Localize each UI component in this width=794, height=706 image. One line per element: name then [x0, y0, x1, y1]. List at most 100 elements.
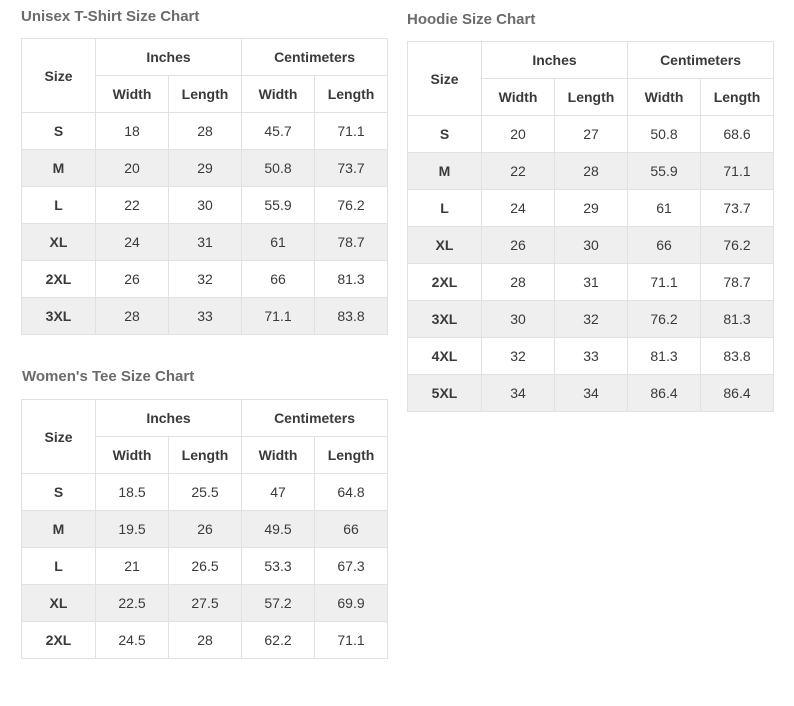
cm-width-cell: 61 [241, 223, 316, 261]
inches-length-cell: 31 [553, 263, 629, 301]
size-cell: 3XL [21, 297, 96, 335]
size-cell: 4XL [407, 337, 482, 375]
size-cell: L [21, 547, 96, 585]
inches-width-cell: 26 [95, 260, 169, 298]
cm-length-header: Length [314, 436, 389, 474]
inches-width-header: Width [95, 75, 169, 113]
inches-length-header: Length [553, 78, 629, 116]
hoodie-size-table: Size Inches Centimeters Width Length Wid… [407, 41, 775, 412]
cm-length-cell: 68.6 [700, 115, 775, 153]
centimeters-group-header: Centimeters [241, 38, 389, 76]
cm-width-cell: 76.2 [627, 300, 702, 338]
cm-length-header: Length [314, 75, 389, 113]
inches-width-cell: 24 [95, 223, 169, 261]
table-row: L 22 30 55.9 76.2 [21, 186, 389, 224]
size-column-header: Size [21, 399, 96, 474]
cm-length-cell: 66 [314, 510, 389, 548]
inches-width-cell: 22.5 [95, 584, 169, 622]
cm-length-cell: 81.3 [314, 260, 389, 298]
inches-length-cell: 28 [167, 621, 243, 659]
cm-length-cell: 83.8 [314, 297, 389, 335]
centimeters-group-header: Centimeters [627, 41, 775, 79]
cm-length-cell: 71.1 [700, 152, 775, 190]
inches-width-cell: 22 [95, 186, 169, 224]
table-row: 5XL 34 34 86.4 86.4 [407, 374, 775, 412]
cm-width-cell: 47 [241, 473, 316, 511]
cm-length-cell: 73.7 [314, 149, 389, 187]
cm-length-cell: 78.7 [700, 263, 775, 301]
unisex-chart-title: Unisex T-Shirt Size Chart [21, 8, 200, 25]
inches-width-cell: 34 [481, 374, 555, 412]
cm-width-cell: 61 [627, 189, 702, 227]
cm-width-cell: 62.2 [241, 621, 316, 659]
cm-width-cell: 45.7 [241, 112, 316, 150]
womens-size-table: Size Inches Centimeters Width Length Wid… [21, 399, 389, 659]
size-column-header: Size [407, 41, 482, 116]
inches-length-cell: 32 [553, 300, 629, 338]
inches-length-cell: 26 [167, 510, 243, 548]
cm-width-cell: 53.3 [241, 547, 316, 585]
cm-width-header: Width [241, 75, 316, 113]
table-row: 2XL 26 32 66 81.3 [21, 260, 389, 298]
cm-width-cell: 71.1 [627, 263, 702, 301]
table-row: 2XL 28 31 71.1 78.7 [407, 263, 775, 301]
size-cell: S [21, 473, 96, 511]
inches-width-cell: 20 [481, 115, 555, 153]
inches-length-cell: 27 [553, 115, 629, 153]
cm-width-cell: 50.8 [241, 149, 316, 187]
inches-length-cell: 28 [167, 112, 243, 150]
cm-length-header: Length [700, 78, 775, 116]
size-column-header: Size [21, 38, 96, 113]
inches-length-cell: 31 [167, 223, 243, 261]
size-cell: S [21, 112, 96, 150]
table-row: M 22 28 55.9 71.1 [407, 152, 775, 190]
inches-group-header: Inches [94, 38, 243, 76]
size-cell: 5XL [407, 374, 482, 412]
hoodie-chart-title: Hoodie Size Chart [407, 11, 536, 28]
table-row: XL 24 31 61 78.7 [21, 223, 389, 261]
size-cell: XL [21, 584, 96, 622]
inches-width-cell: 18 [95, 112, 169, 150]
inches-length-cell: 30 [553, 226, 629, 264]
inches-length-cell: 34 [553, 374, 629, 412]
inches-length-cell: 25.5 [167, 473, 243, 511]
size-cell: L [21, 186, 96, 224]
cm-width-cell: 49.5 [241, 510, 316, 548]
cm-width-cell: 57.2 [241, 584, 316, 622]
inches-length-cell: 33 [553, 337, 629, 375]
size-cell: XL [407, 226, 482, 264]
inches-width-cell: 30 [481, 300, 555, 338]
size-cell: L [407, 189, 482, 227]
cm-length-cell: 69.9 [314, 584, 389, 622]
cm-length-cell: 86.4 [700, 374, 775, 412]
cm-width-cell: 66 [627, 226, 702, 264]
table-row: 2XL 24.5 28 62.2 71.1 [21, 621, 389, 659]
table-row: XL 26 30 66 76.2 [407, 226, 775, 264]
size-cell: 2XL [21, 260, 96, 298]
inches-length-header: Length [167, 436, 243, 474]
inches-group-header: Inches [480, 41, 629, 79]
cm-length-cell: 81.3 [700, 300, 775, 338]
cm-width-cell: 50.8 [627, 115, 702, 153]
table-row: 3XL 30 32 76.2 81.3 [407, 300, 775, 338]
inches-width-cell: 28 [481, 263, 555, 301]
inches-width-cell: 21 [95, 547, 169, 585]
cm-width-header: Width [241, 436, 316, 474]
size-cell: 2XL [21, 621, 96, 659]
table-row: 3XL 28 33 71.1 83.8 [21, 297, 389, 335]
table-row: S 20 27 50.8 68.6 [407, 115, 775, 153]
inches-length-cell: 28 [553, 152, 629, 190]
table-row: L 24 29 61 73.7 [407, 189, 775, 227]
inches-length-cell: 27.5 [167, 584, 243, 622]
cm-length-cell: 67.3 [314, 547, 389, 585]
cm-width-cell: 55.9 [241, 186, 316, 224]
table-row: S 18 28 45.7 71.1 [21, 112, 389, 150]
inches-width-cell: 20 [95, 149, 169, 187]
inches-length-cell: 26.5 [167, 547, 243, 585]
cm-length-cell: 73.7 [700, 189, 775, 227]
inches-width-header: Width [95, 436, 169, 474]
cm-length-cell: 71.1 [314, 112, 389, 150]
size-cell: 2XL [407, 263, 482, 301]
inches-length-cell: 33 [167, 297, 243, 335]
inches-length-cell: 32 [167, 260, 243, 298]
